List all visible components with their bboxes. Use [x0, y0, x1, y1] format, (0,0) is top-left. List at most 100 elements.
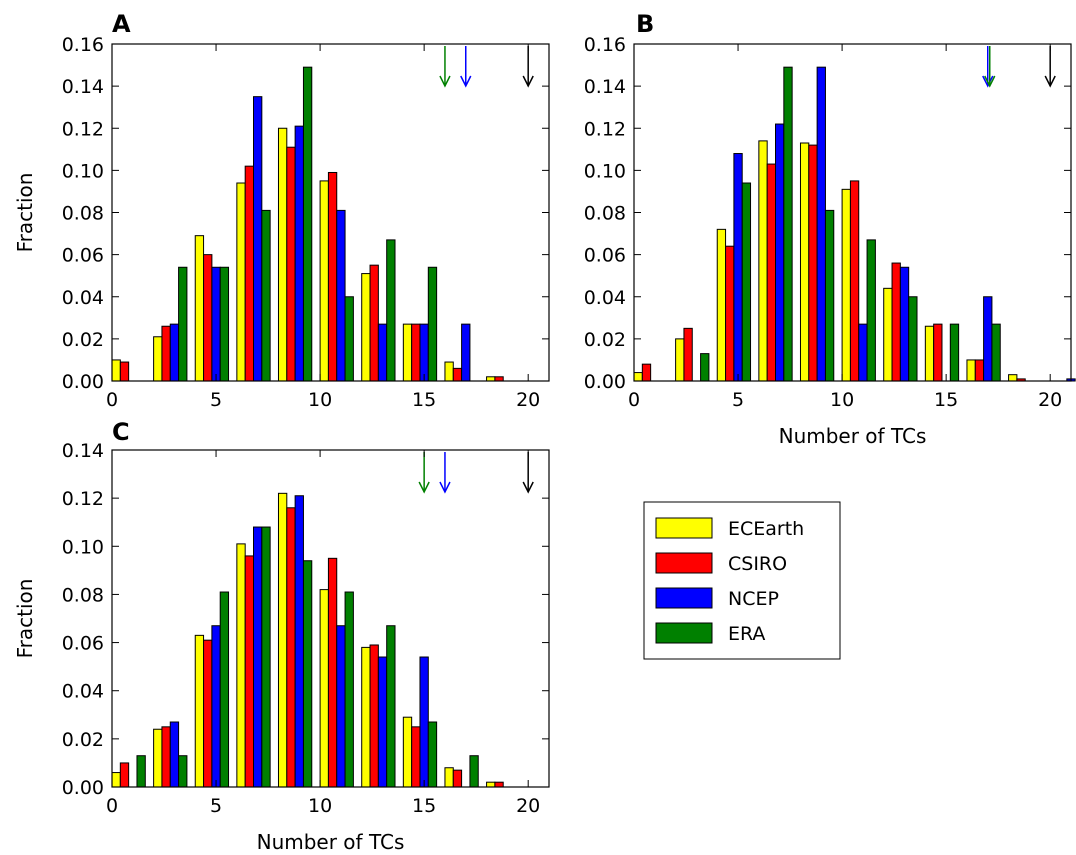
bar-era-2 — [178, 755, 188, 788]
bar-era-0 — [136, 755, 146, 788]
histogram-panel-b: 0.00 0.02 0.04 0.06 0.08 0.10 0.12 0.14 0.16 0 5 10… — [584, 10, 1076, 448]
bar-ecearth-18 — [486, 376, 496, 382]
bar-era-6 — [261, 526, 271, 788]
bar-csiro-8 — [808, 144, 818, 382]
y-tick-label: 0.06 — [584, 245, 626, 267]
bar-csiro-8 — [286, 507, 296, 788]
arrow-marker — [460, 46, 472, 88]
bar-ncep-6 — [253, 526, 263, 788]
bar-ncep-2 — [169, 323, 180, 382]
bar-ncep-16 — [461, 323, 471, 382]
bar-era-12 — [908, 296, 918, 382]
x-tick-label: 15 — [934, 389, 958, 411]
bar-ecearth-8 — [799, 142, 810, 382]
legend-label-ecearth: ECEarth — [728, 518, 804, 540]
y-tick-label: 0.00 — [62, 777, 104, 799]
arrow-marker — [1044, 46, 1056, 88]
bar-csiro-4 — [203, 254, 213, 382]
legend-label-era: ERA — [728, 623, 765, 645]
observed-arrows — [418, 452, 534, 494]
bar-csiro-0 — [119, 762, 130, 788]
bar-csiro-12 — [891, 262, 901, 382]
y-tick-label: 0.00 — [62, 371, 104, 393]
bar-csiro-18 — [494, 376, 504, 382]
y-tick-label: 0.04 — [62, 287, 104, 309]
y-axis-label: Fraction — [13, 173, 37, 253]
y-tick-label: 0.14 — [62, 440, 104, 462]
observed-arrows — [982, 46, 1056, 88]
y-tick-label: 0.16 — [584, 34, 626, 56]
histogram-panel-c: 0.00 0.02 0.04 0.06 0.08 0.10 0.12 0.14 0 5 10 15 20… — [13, 418, 550, 854]
bar-csiro-16 — [974, 359, 985, 382]
y-tick-label: 0.06 — [62, 245, 104, 267]
y-tick-label: 0.00 — [584, 371, 626, 393]
bar-csiro-4 — [725, 245, 735, 382]
y-tick-label: 0.10 — [62, 160, 104, 182]
bar-csiro-14 — [411, 726, 421, 788]
bar-ecearth-4 — [716, 228, 727, 382]
y-tick-label: 0.14 — [62, 76, 104, 98]
bar-ncep-8 — [294, 125, 304, 382]
arrow-marker — [418, 452, 430, 494]
legend-label-ncep: NCEP — [728, 588, 779, 610]
bar-era-16 — [469, 755, 479, 788]
bar-ecearth-2 — [153, 728, 163, 788]
y-tick-label: 0.02 — [62, 729, 104, 751]
x-tick-label: 20 — [516, 795, 540, 817]
arrow-marker — [439, 46, 451, 88]
legend-label-csiro: CSIRO — [728, 553, 787, 575]
bar-csiro-10 — [849, 180, 860, 382]
bar-ecearth-12 — [361, 273, 371, 382]
arrow-marker — [522, 46, 534, 88]
bar-era-12 — [386, 239, 396, 382]
panel-label: A — [112, 10, 131, 38]
y-tick-label: 0.12 — [62, 488, 104, 510]
bar-era-6 — [783, 66, 793, 382]
bar-ecearth-6 — [236, 182, 246, 382]
bar-ecearth-0 — [111, 772, 121, 788]
bar-era-10 — [344, 296, 354, 382]
bar-ecearth-14 — [924, 325, 935, 382]
x-tick-label: 10 — [308, 795, 332, 817]
y-tick-label: 0.12 — [584, 118, 626, 140]
legend-swatch-csiro — [655, 552, 713, 574]
bar-ecearth-18 — [486, 781, 496, 788]
legend-swatch-ecearth — [655, 517, 713, 539]
bar-ncep-4 — [211, 625, 221, 788]
legend-swatch-era — [655, 622, 713, 644]
arrow-marker — [522, 452, 534, 494]
arrow-marker — [982, 46, 994, 88]
x-tick-label: 20 — [516, 389, 540, 411]
x-tick-label: 20 — [1038, 389, 1062, 411]
y-tick-label: 0.10 — [584, 160, 626, 182]
panel-label: B — [636, 10, 654, 38]
y-tick-label: 0.14 — [584, 76, 626, 98]
bar-ncep-10 — [336, 209, 346, 382]
bar-ecearth-16 — [966, 359, 976, 382]
x-tick-label: 15 — [412, 795, 436, 817]
bar-ecearth-14 — [402, 323, 413, 382]
bar-csiro-0 — [119, 361, 130, 382]
bar-ncep-2 — [169, 721, 180, 788]
bar-era-14 — [949, 323, 960, 382]
x-tick-label: 5 — [210, 795, 222, 817]
bar-ecearth-16 — [444, 361, 454, 382]
bar-ncep-4 — [211, 266, 221, 382]
bar-era-4 — [219, 591, 230, 788]
y-tick-label: 0.04 — [584, 287, 626, 309]
bar-ncep-4 — [733, 153, 743, 382]
bar-era-10 — [866, 239, 876, 382]
y-tick-label: 0.06 — [62, 633, 104, 655]
bar-era-4 — [219, 266, 230, 382]
y-tick-label: 0.12 — [62, 118, 104, 140]
bar-ecearth-2 — [153, 336, 163, 382]
bar-ecearth-2 — [675, 338, 685, 382]
y-tick-label: 0.02 — [62, 329, 104, 351]
bar-era-2 — [700, 353, 710, 382]
bar-ncep-8 — [816, 66, 826, 382]
bar-csiro-16 — [452, 769, 463, 788]
bar-ecearth-16 — [444, 767, 454, 788]
bar-ncep-12 — [899, 266, 910, 382]
x-tick-label: 5 — [732, 389, 744, 411]
